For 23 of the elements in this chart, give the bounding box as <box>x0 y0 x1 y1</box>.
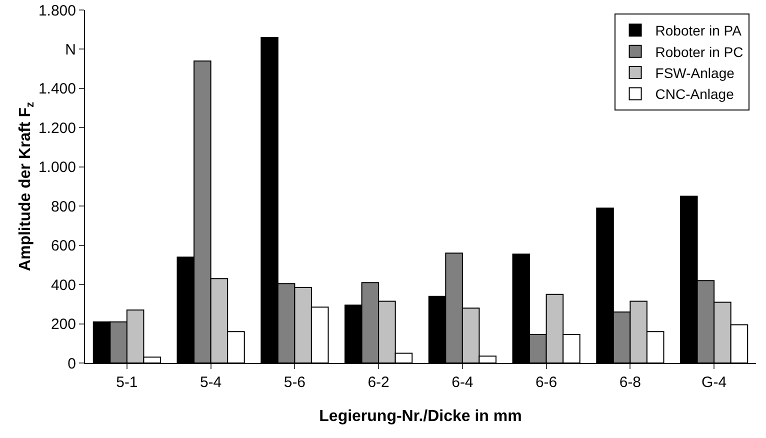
legend-label: Roboter in PA <box>655 22 742 39</box>
y-tick-label: 0 <box>68 355 76 372</box>
y-tick-label: 400 <box>50 276 76 294</box>
y-tick-label: 1.200 <box>38 120 76 137</box>
x-tick-label: G-4 <box>702 374 727 391</box>
x-tick-label: 6-2 <box>368 374 390 391</box>
y-tick-label: 200 <box>50 316 76 334</box>
y-tick-label: 1.800 <box>38 2 76 20</box>
y-tick-label: 1.400 <box>38 80 76 98</box>
y-tick-label: N <box>65 41 76 58</box>
y-tick-label: 1.000 <box>38 159 76 176</box>
x-tick-label: 6-4 <box>452 374 474 391</box>
x-tick-label: 6-6 <box>535 374 558 391</box>
y-tick-label: 800 <box>50 198 76 216</box>
x-tick-label: 6-8 <box>619 374 642 391</box>
legend-label: CNC-Anlage <box>655 86 734 102</box>
y-tick-label: 600 <box>50 238 76 255</box>
x-tick-label: 5-4 <box>200 374 222 391</box>
legend-label: FSW-Anlage <box>655 64 735 81</box>
x-tick-label: 5-1 <box>116 374 138 391</box>
x-axis-title: Legierung-Nr./Dicke in mm <box>319 408 522 425</box>
legend-label: Roboter in PC <box>655 44 744 60</box>
x-tick-label: 5-6 <box>284 374 306 391</box>
